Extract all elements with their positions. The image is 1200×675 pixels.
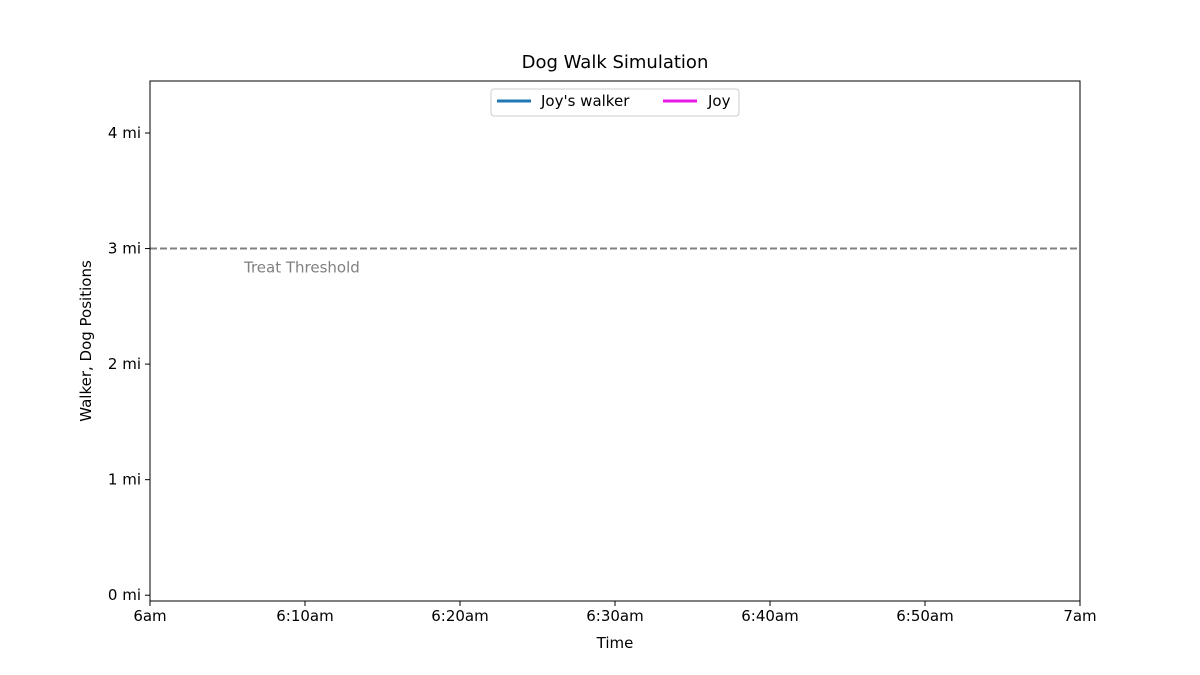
plot-frame (149, 80, 1081, 602)
treat-threshold-label: Treat Threshold (243, 259, 360, 277)
x-tick-label: 6am (133, 607, 166, 625)
y-tick-label: 4 mi (108, 124, 141, 142)
x-tick-label: 6:40am (741, 607, 799, 625)
y-tick-label: 0 mi (108, 586, 141, 604)
x-tick-label: 6:30am (586, 607, 644, 625)
threshold-layer: Treat Threshold (150, 247, 1080, 277)
y-axis-ticks: 0 mi 1 mi 2 mi 3 mi 4 mi (108, 124, 150, 604)
x-tick-label: 6:20am (431, 607, 489, 625)
chart-title: Dog Walk Simulation (522, 52, 709, 73)
y-tick-label: 3 mi (108, 240, 141, 258)
legend-label-2: Joy (707, 92, 731, 110)
legend-label-1: Joy's walker (540, 92, 630, 110)
legend: Joy's walker Joy (490, 88, 740, 117)
x-tick-label: 6:50am (896, 607, 954, 625)
legend-box (490, 88, 740, 117)
x-tick-label: 6:10am (276, 607, 334, 625)
x-axis-ticks: 6am 6:10am 6:20am 6:30am 6:40am 6:50am 7am (133, 601, 1097, 625)
x-tick-label: 7am (1063, 607, 1096, 625)
x-axis-label: Time (596, 634, 634, 652)
y-tick-label: 2 mi (108, 355, 141, 373)
y-axis-label: Walker, Dog Positions (77, 260, 95, 422)
y-tick-label: 1 mi (108, 471, 141, 489)
